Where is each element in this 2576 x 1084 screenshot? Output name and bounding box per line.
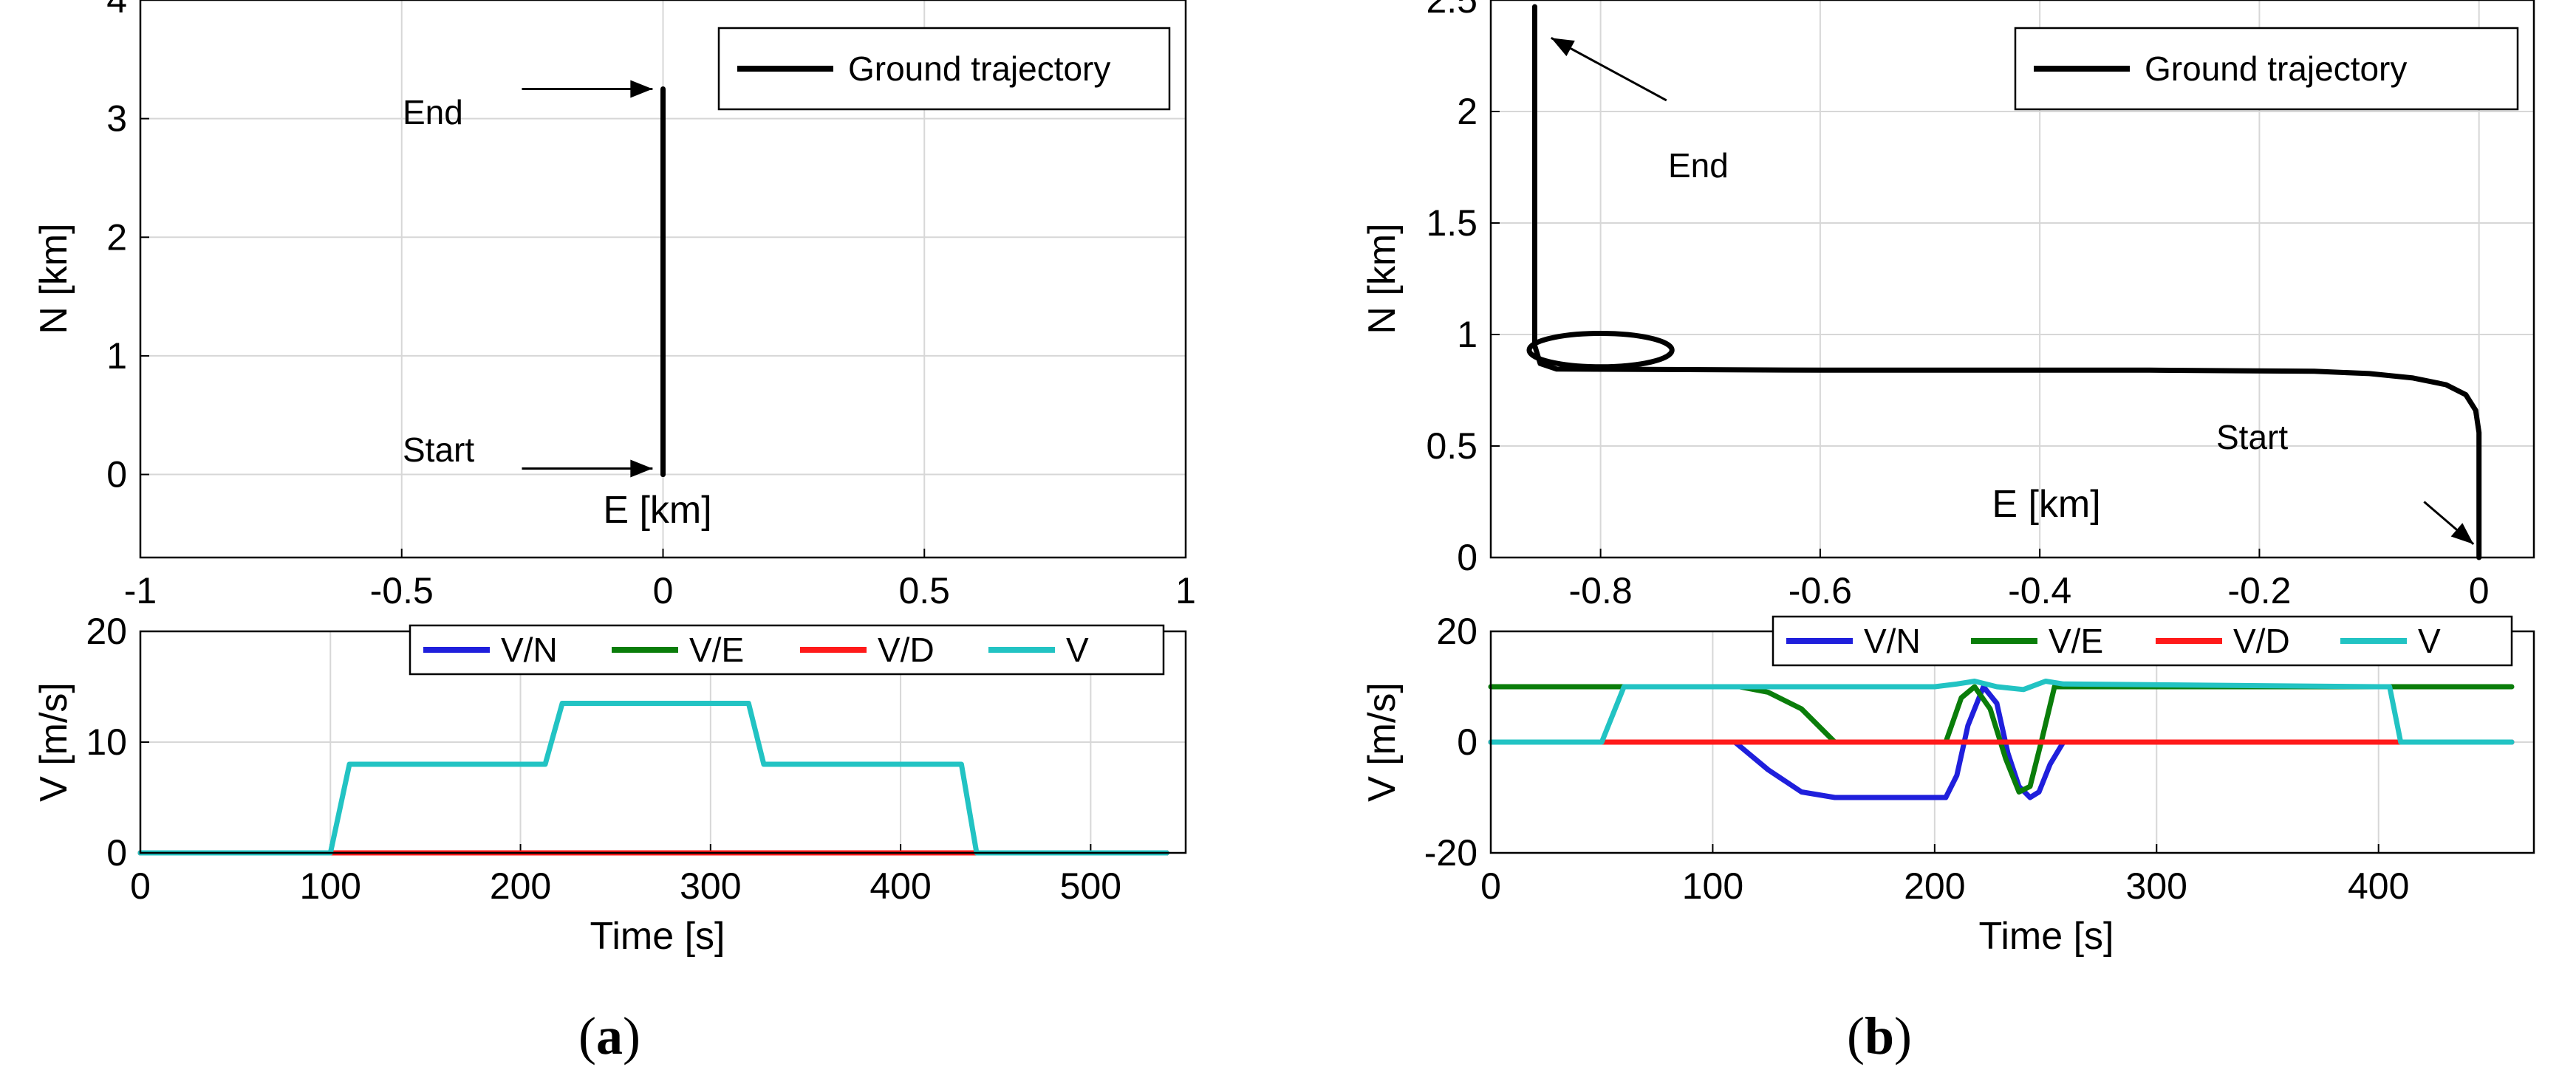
y-tick-label: 0 [1457, 721, 1477, 763]
x-tick-label: -0.5 [370, 570, 434, 611]
legend-label: V [2418, 622, 2441, 660]
x-tick-label: 400 [870, 865, 931, 907]
x-tick-label: 400 [2348, 865, 2409, 907]
series-line-v-e [1488, 684, 2515, 795]
trajectory-loop [1526, 330, 1675, 370]
y-axis-label: N [km] [33, 223, 75, 334]
plot-frame [1489, 0, 2535, 559]
y-tick-label: 0 [106, 454, 127, 495]
legend-label: V/D [2233, 622, 2290, 660]
x-tick-label: 200 [1904, 865, 1965, 907]
annotation-arrow-head [2450, 523, 2474, 544]
annotation-end: End [1668, 146, 1729, 185]
legend-label: Ground trajectory [2145, 49, 2407, 88]
legend-label: Ground trajectory [848, 49, 1110, 88]
y-tick-label: 1 [106, 335, 127, 377]
x-axis-label: E [km] [1992, 483, 2100, 526]
x-tick-label: 0.5 [898, 570, 950, 611]
y-tick-label: 3 [106, 98, 127, 140]
y-axis-label: V [m/s] [33, 682, 75, 802]
x-tick-label: 200 [490, 865, 551, 907]
y-tick-label: 2 [1457, 91, 1477, 132]
caption-b: (b) [1846, 1006, 1912, 1066]
legend-label: V/N [1864, 622, 1921, 660]
y-tick-label: 4 [106, 0, 127, 21]
series-line-ground-trajectory [1532, 4, 2482, 560]
y-axis-label: N [km] [1361, 223, 1404, 334]
annotation-start: Start [2216, 418, 2288, 456]
x-tick-label: 300 [2126, 865, 2187, 907]
y-tick-label: 1 [1457, 314, 1477, 355]
y-tick-label: 2.5 [1426, 0, 1477, 21]
x-axis-label: E [km] [603, 489, 711, 532]
legend-label: V/N [501, 631, 558, 669]
x-tick-label: 300 [680, 865, 741, 907]
x-tick-label: -0.2 [2227, 570, 2291, 611]
annotation-arrow-head [1551, 38, 1575, 57]
chart-a-top: -1 -0.5 0 0.5 1 0 1 2 3 4 E [km] N [km] End Start Grou… [33, 0, 1196, 611]
series-line-v [1488, 679, 2515, 745]
y-tick-label: 20 [86, 611, 127, 652]
x-tick-label: 1 [1175, 570, 1196, 611]
y-tick-label: 1.5 [1426, 202, 1477, 244]
x-axis-label: Time [s] [1979, 915, 2114, 958]
x-tick-label: 500 [1060, 865, 1121, 907]
chart-a-bottom: 0 100 200 300 400 500 0 10 20 Time [s] V [m/s] V/N V… [33, 611, 1187, 958]
x-tick-label: 100 [1682, 865, 1743, 907]
chart-b-top: -0.8 -0.6 -0.4 -0.2 0 0 0.5 1 1.5 2 2.5 E [km] N [km… [1361, 0, 2535, 611]
plot-frame [139, 0, 1187, 559]
x-tick-label: 0 [2469, 570, 2490, 611]
x-tick-label: -0.8 [1569, 570, 1633, 611]
y-tick-label: 2 [106, 216, 127, 258]
x-tick-label: -1 [124, 570, 157, 611]
x-tick-label: 0 [130, 865, 151, 907]
legend-label: V/E [2049, 622, 2103, 660]
x-axis-label: Time [s] [590, 915, 725, 958]
x-tick-label: 0 [653, 570, 674, 611]
y-tick-label: 0.5 [1426, 425, 1477, 467]
y-axis-label: V [m/s] [1361, 682, 1404, 802]
legend-label: V/E [689, 631, 744, 669]
x-tick-label: 0 [1480, 865, 1501, 907]
annotation-start: Start [403, 430, 474, 469]
caption-a-letter: a [596, 1006, 623, 1066]
y-tick-label: 0 [106, 832, 127, 874]
x-tick-label: -0.6 [1788, 570, 1852, 611]
annotation-arrow-head [630, 80, 653, 98]
x-tick-label: -0.4 [2008, 570, 2071, 611]
y-tick-label: -20 [1424, 832, 1477, 874]
annotation-arrow-head [630, 459, 653, 478]
y-tick-label: 20 [1436, 611, 1477, 652]
legend-label: V/D [878, 631, 935, 669]
caption-b-letter: b [1864, 1006, 1895, 1066]
annotation-end: End [403, 93, 463, 131]
y-tick-label: 0 [1457, 537, 1477, 578]
series-line-v [137, 701, 1169, 856]
x-tick-label: 100 [300, 865, 361, 907]
series-line-v-n [1488, 684, 2515, 800]
legend-label: V [1066, 631, 1089, 669]
caption-a: (a) [578, 1006, 640, 1066]
y-tick-label: 10 [86, 721, 127, 763]
